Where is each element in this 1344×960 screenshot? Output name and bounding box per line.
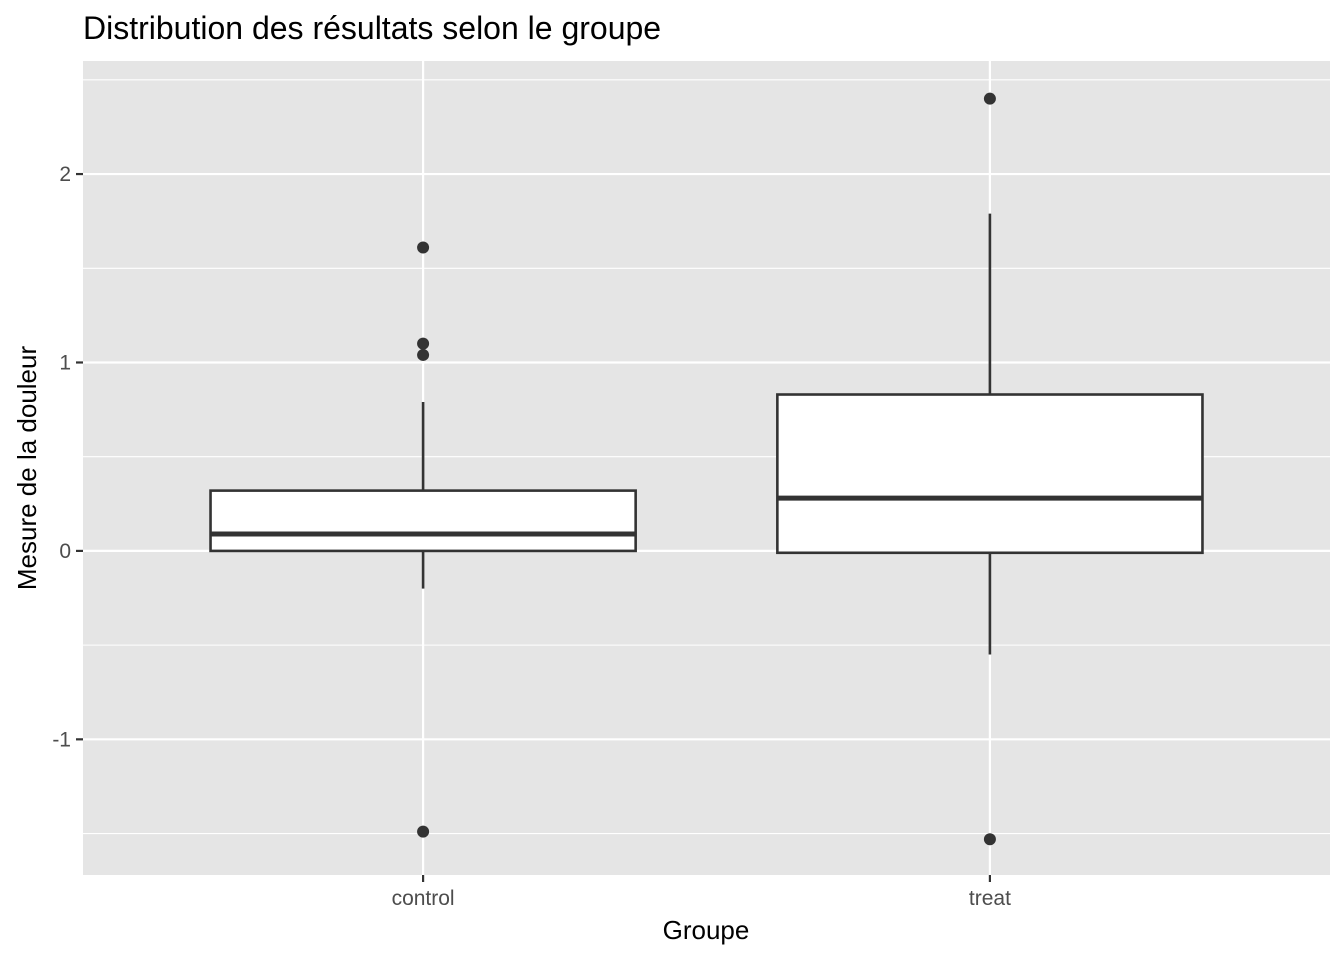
outlier-point (417, 348, 430, 361)
x-axis-title: Groupe (663, 915, 750, 945)
y-tick-label: 2 (59, 163, 71, 186)
y-tick-label: 0 (59, 540, 71, 563)
outlier-point (417, 825, 430, 838)
x-axis: control treat (392, 875, 1011, 910)
chart-title: Distribution des résultats selon le grou… (83, 10, 661, 46)
x-tick-label: control (392, 887, 455, 910)
outlier-point (417, 241, 430, 254)
outlier-point (983, 92, 996, 105)
y-axis: -1 0 1 2 (52, 163, 83, 751)
outlier-point (983, 833, 996, 846)
outlier-point (417, 337, 430, 350)
boxplot-control (209, 241, 637, 838)
x-tick-label: treat (969, 887, 1011, 910)
box (209, 489, 637, 553)
box (776, 393, 1204, 555)
boxplot-treat (776, 92, 1204, 846)
y-axis-title: Mesure de la douleur (12, 346, 42, 591)
boxplots (209, 92, 1204, 846)
y-tick-label: -1 (52, 728, 71, 751)
y-tick-label: 1 (59, 351, 71, 374)
